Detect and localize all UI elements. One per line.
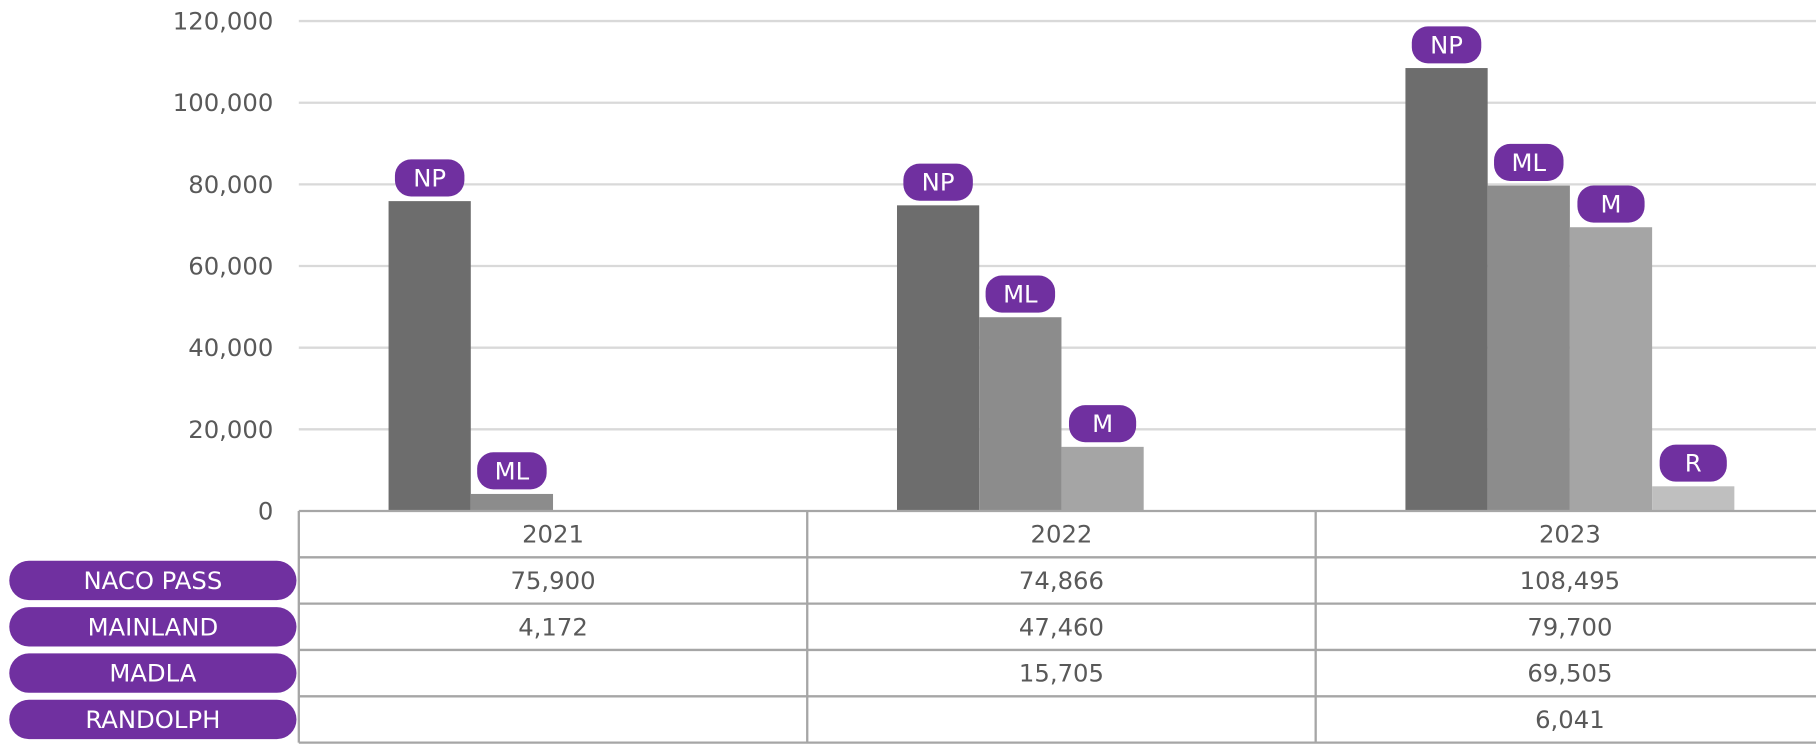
bar <box>1405 68 1488 511</box>
table-cell: 79,700 <box>1527 612 1612 641</box>
y-tick-label: 20,000 <box>188 415 273 444</box>
legend-badge <box>9 653 297 693</box>
bar-label: M <box>1601 190 1622 219</box>
bar <box>1061 446 1144 511</box>
legend-label: NACO PASS <box>83 566 222 595</box>
x-tick-label: 2022 <box>1031 520 1093 549</box>
y-tick-label: 40,000 <box>188 333 273 362</box>
table-cell: 108,495 <box>1520 566 1621 595</box>
bar-label-badge <box>1068 405 1137 443</box>
bar-label-badge <box>1659 444 1727 482</box>
bar-label: ML <box>495 456 530 485</box>
legend-label: MAINLAND <box>88 612 219 641</box>
y-tick-label: 0 <box>258 496 273 525</box>
table-cell: 47,460 <box>1019 612 1104 641</box>
bar-label-badge <box>1494 143 1564 181</box>
bar-label: NP <box>1430 30 1463 59</box>
bar-label-badge <box>1411 26 1482 64</box>
bar-label-badge <box>394 159 465 197</box>
bar <box>1487 185 1570 511</box>
bar <box>470 493 554 511</box>
bar-label-badge <box>477 452 547 490</box>
table-cell: 69,505 <box>1527 659 1612 688</box>
bar <box>979 317 1062 511</box>
table-cell: 74,866 <box>1019 566 1104 595</box>
bar <box>896 205 980 511</box>
table-cell: 75,900 <box>510 566 595 595</box>
bar-label: R <box>1685 449 1702 478</box>
legend-label: RANDOLPH <box>85 705 220 734</box>
y-tick-label: 80,000 <box>188 170 273 199</box>
y-tick-label: 60,000 <box>188 252 273 281</box>
bar-label: NP <box>922 168 955 197</box>
bar-label: M <box>1092 409 1113 438</box>
bar-label: ML <box>1512 148 1547 177</box>
bar <box>388 201 471 511</box>
table-cell: 15,705 <box>1019 659 1104 688</box>
bar-label-badge <box>903 163 973 201</box>
table-cell: 6,041 <box>1535 705 1605 734</box>
x-tick-label: 2023 <box>1539 520 1601 549</box>
table-cell: 4,172 <box>518 612 588 641</box>
y-tick-label: 100,000 <box>173 88 274 117</box>
bar <box>1569 227 1653 511</box>
bar-label: NP <box>413 163 446 192</box>
bar-label-badge <box>1577 185 1645 223</box>
legend-badge <box>9 560 297 601</box>
bar-label: ML <box>1003 280 1038 309</box>
y-tick-label: 120,000 <box>173 7 274 36</box>
legend-badge <box>9 607 297 647</box>
legend-badge <box>9 699 297 740</box>
bar <box>1652 486 1735 511</box>
legend-label: MADLA <box>109 659 196 688</box>
bar-label-badge <box>985 275 1056 313</box>
x-tick-label: 2021 <box>522 520 584 549</box>
